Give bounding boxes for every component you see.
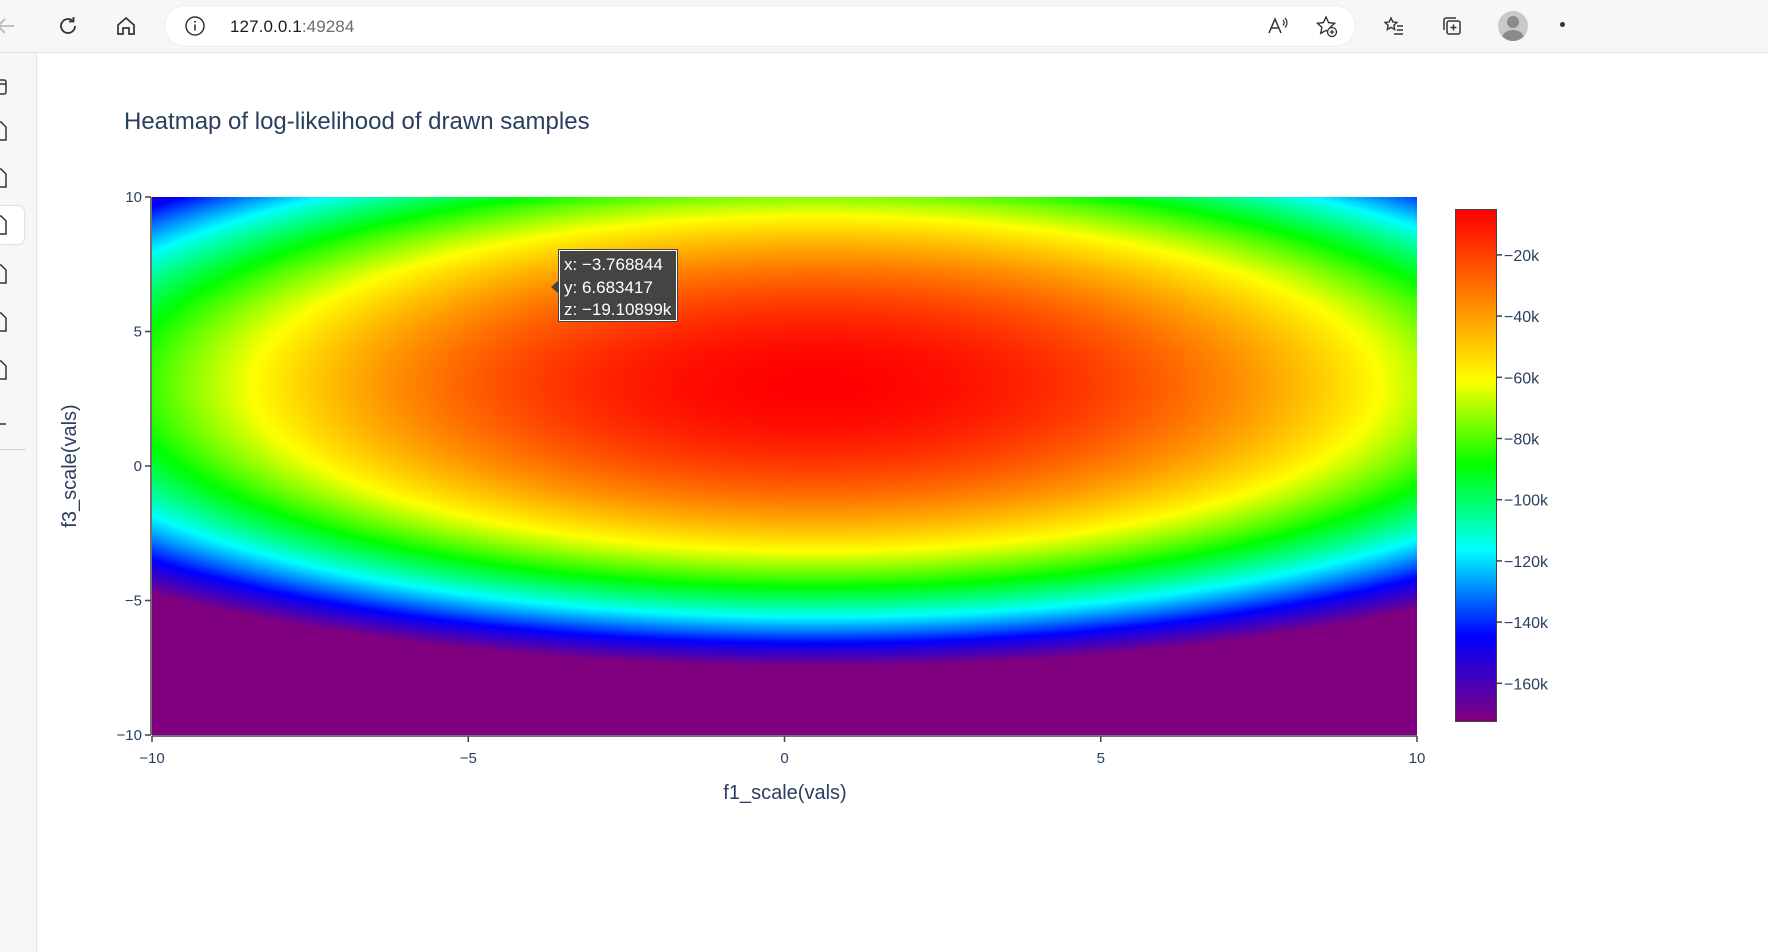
read-aloud-icon[interactable] bbox=[1266, 14, 1290, 38]
favorites-icon[interactable] bbox=[1376, 8, 1412, 44]
colorbar-axis: −20k −40k −60k −80k −100k −120k −140k −160k bbox=[1496, 248, 1549, 693]
y-tick-label: 0 bbox=[134, 458, 142, 475]
url-text[interactable]: 127.0.0.1:49284 bbox=[230, 17, 355, 36]
colorbar-tick-label: −40k bbox=[1504, 309, 1540, 326]
page-icon[interactable] bbox=[0, 307, 26, 337]
colorbar-tick-label: −60k bbox=[1504, 370, 1540, 387]
back-icon[interactable] bbox=[0, 8, 24, 44]
add-icon[interactable] bbox=[0, 409, 26, 439]
tab-actions-icon[interactable] bbox=[0, 72, 26, 102]
y-tick-label: 5 bbox=[134, 324, 142, 341]
hover-x: x: −3.768844 bbox=[564, 255, 663, 274]
colorbar-tick-label: −140k bbox=[1504, 615, 1549, 632]
x-tick-label: 10 bbox=[1409, 750, 1426, 767]
home-icon[interactable] bbox=[108, 8, 144, 44]
colorbar-tick-label: −120k bbox=[1504, 554, 1549, 571]
collections-icon[interactable] bbox=[1434, 8, 1470, 44]
page-icon[interactable] bbox=[0, 355, 26, 385]
colorbar-tick-label: −100k bbox=[1504, 493, 1549, 510]
add-favorite-icon[interactable] bbox=[1314, 14, 1338, 38]
chart-title: Heatmap of log-likelihood of drawn sampl… bbox=[124, 108, 590, 135]
colorbar-tick-label: −160k bbox=[1504, 676, 1549, 693]
info-icon[interactable] bbox=[184, 15, 206, 37]
colorbar bbox=[1455, 209, 1497, 722]
y-axis-label: f3_scale(vals) bbox=[59, 404, 81, 527]
colorbar-tick-label: −20k bbox=[1504, 248, 1540, 265]
vertical-tabs-sidebar bbox=[0, 53, 37, 952]
x-tick-label: −5 bbox=[460, 750, 477, 767]
page-icon[interactable] bbox=[0, 259, 26, 289]
hover-y: y: 6.683417 bbox=[564, 277, 653, 297]
page-icon[interactable] bbox=[0, 163, 26, 193]
colorbar-tick-label: −80k bbox=[1504, 431, 1540, 448]
sidebar-divider bbox=[0, 449, 26, 450]
x-axis: −10 −5 0 5 10 bbox=[139, 735, 1426, 767]
address-bar[interactable]: 127.0.0.1:49284 bbox=[164, 5, 1356, 47]
more-icon[interactable] bbox=[1560, 22, 1565, 27]
colorbar-gradient bbox=[1456, 210, 1496, 721]
y-tick-label: 10 bbox=[125, 189, 142, 206]
heatmap-plot-area[interactable] bbox=[152, 197, 1417, 735]
y-tick-label: −10 bbox=[117, 727, 142, 744]
profile-avatar[interactable] bbox=[1498, 11, 1528, 41]
x-tick-label: 0 bbox=[780, 750, 788, 767]
page-icon[interactable] bbox=[0, 116, 26, 146]
browser-toolbar: 127.0.0.1:49284 bbox=[0, 0, 1768, 53]
x-tick-label: 5 bbox=[1097, 750, 1105, 767]
refresh-icon[interactable] bbox=[50, 8, 86, 44]
heatmap-canvas[interactable] bbox=[152, 197, 1417, 735]
y-axis: 10 5 0 −5 −10 bbox=[117, 189, 152, 744]
x-axis-label: f1_scale(vals) bbox=[723, 782, 846, 804]
hover-tooltip-arrow bbox=[551, 279, 560, 295]
y-tick-label: −5 bbox=[125, 593, 142, 610]
hover-z: z: −19.10899k bbox=[564, 300, 672, 319]
hover-tooltip: x: −3.768844 y: 6.683417 z: −19.10899k bbox=[558, 249, 678, 322]
page-icon[interactable] bbox=[0, 206, 24, 244]
x-tick-label: −10 bbox=[139, 750, 164, 767]
